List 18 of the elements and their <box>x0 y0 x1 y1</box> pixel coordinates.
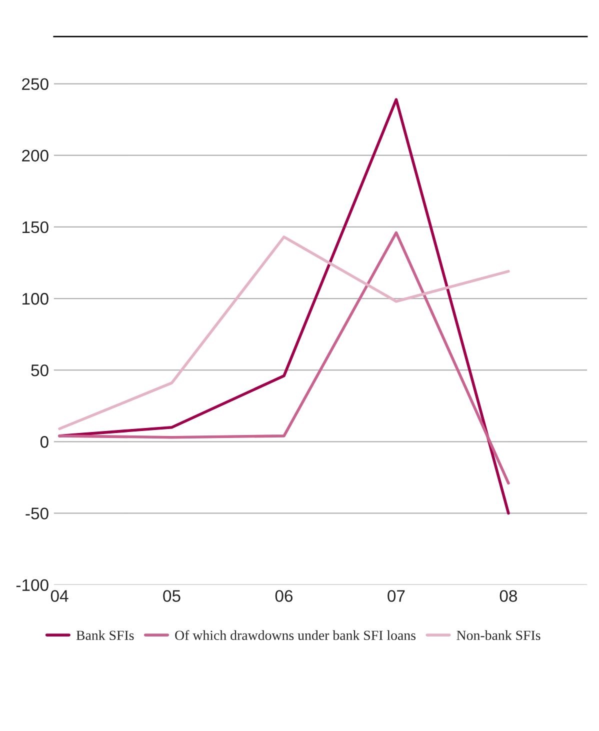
y-tick-label: 250 <box>22 78 48 90</box>
y-tick-label: -100 <box>16 579 48 592</box>
y-tick-label: 50 <box>31 364 48 376</box>
x-tick-label: 07 <box>388 590 405 602</box>
x-tick-label: 05 <box>163 590 180 602</box>
legend-label: Non-bank SFIs <box>456 630 540 640</box>
legend-label: Bank SFIs <box>76 630 134 640</box>
x-tick-label: 04 <box>50 590 68 602</box>
x-tick-label: 08 <box>500 590 517 602</box>
y-tick-label: 100 <box>22 292 48 305</box>
y-tick-label: 200 <box>22 150 48 162</box>
legend-label: Of which drawdowns under bank SFI loans <box>175 630 416 640</box>
y-tick-label: 150 <box>22 221 48 234</box>
x-tick-label: 06 <box>275 590 293 602</box>
y-tick-label: -50 <box>26 508 48 520</box>
y-tick-label: 0 <box>40 436 48 448</box>
line-series <box>58 236 510 430</box>
line-series <box>58 231 510 485</box>
